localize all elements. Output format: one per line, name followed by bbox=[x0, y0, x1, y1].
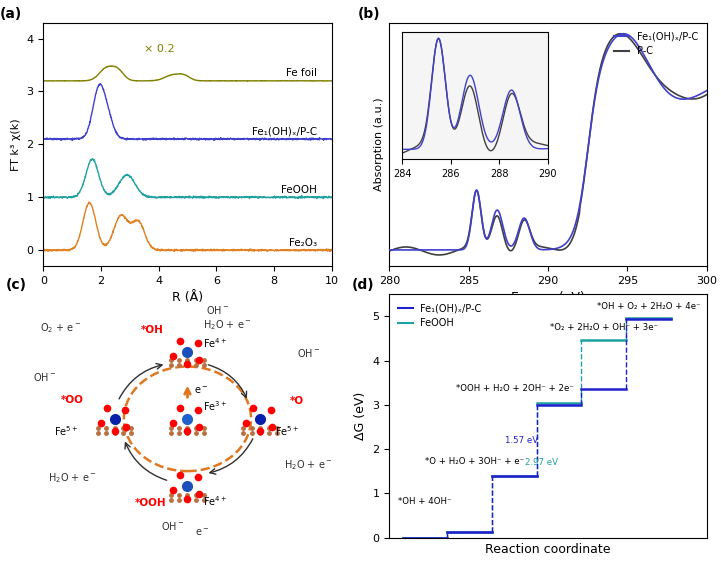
Text: Fe$^{5+}$: Fe$^{5+}$ bbox=[275, 424, 299, 438]
Text: H$_2$O + e$^-$: H$_2$O + e$^-$ bbox=[48, 471, 97, 485]
Text: *OOH + H₂O + 2OH⁻ + 2e⁻: *OOH + H₂O + 2OH⁻ + 2e⁻ bbox=[456, 384, 573, 393]
Text: *OH + O₂ + 2H₂O + 4e⁻: *OH + O₂ + 2H₂O + 4e⁻ bbox=[597, 302, 700, 311]
Text: O$_2$ + e$^-$: O$_2$ + e$^-$ bbox=[40, 321, 81, 336]
Text: Fe₁(OH)ₓ/P-C: Fe₁(OH)ₓ/P-C bbox=[252, 126, 317, 136]
Text: Fe foil: Fe foil bbox=[286, 68, 317, 78]
Text: H$_2$O + e$^-$: H$_2$O + e$^-$ bbox=[284, 458, 333, 473]
Text: *OH + 4OH⁻: *OH + 4OH⁻ bbox=[398, 497, 452, 506]
Text: *OOH: *OOH bbox=[136, 498, 167, 508]
Text: H$_2$O + e$^-$: H$_2$O + e$^-$ bbox=[203, 318, 251, 332]
Text: Fe$^{4+}$: Fe$^{4+}$ bbox=[203, 494, 227, 508]
X-axis label: Reaction coordinate: Reaction coordinate bbox=[485, 543, 611, 556]
Text: (b): (b) bbox=[358, 7, 380, 21]
Legend: Fe₁(OH)ₓ/P-C, P-C: Fe₁(OH)ₓ/P-C, P-C bbox=[611, 28, 702, 60]
Text: *O₂ + 2H₂O + OH⁻ + 3e⁻: *O₂ + 2H₂O + OH⁻ + 3e⁻ bbox=[549, 323, 658, 332]
Text: 2.97 eV: 2.97 eV bbox=[525, 458, 558, 467]
Text: FeOOH: FeOOH bbox=[281, 185, 317, 195]
Y-axis label: FT k³ χ(k): FT k³ χ(k) bbox=[11, 118, 21, 170]
Text: Fe$^{3+}$: Fe$^{3+}$ bbox=[203, 400, 227, 413]
Text: (d): (d) bbox=[351, 278, 374, 293]
Y-axis label: ΔG (eV): ΔG (eV) bbox=[354, 392, 367, 440]
Legend: Fe₁(OH)ₓ/P-C, FeOOH: Fe₁(OH)ₓ/P-C, FeOOH bbox=[394, 299, 485, 332]
Text: Fe$^{5+}$: Fe$^{5+}$ bbox=[54, 424, 79, 438]
X-axis label: R (Å): R (Å) bbox=[172, 291, 203, 305]
Text: *OH: *OH bbox=[141, 325, 164, 335]
Text: × 0.2: × 0.2 bbox=[144, 44, 174, 54]
Text: 1.57 eV: 1.57 eV bbox=[505, 436, 538, 445]
Text: e$^-$: e$^-$ bbox=[195, 527, 210, 538]
Text: OH$^-$: OH$^-$ bbox=[161, 520, 184, 531]
Y-axis label: Absorption (a.u.): Absorption (a.u.) bbox=[373, 97, 384, 191]
Text: OH$^-$: OH$^-$ bbox=[33, 371, 57, 384]
Text: Fe₂O₃: Fe₂O₃ bbox=[289, 238, 317, 247]
Text: *O: *O bbox=[289, 396, 304, 406]
Text: e$^-$: e$^-$ bbox=[193, 385, 208, 396]
Text: OH$^-$: OH$^-$ bbox=[206, 305, 229, 316]
Text: *OO: *OO bbox=[61, 395, 84, 405]
Text: Fe$^{4+}$: Fe$^{4+}$ bbox=[203, 336, 227, 350]
X-axis label: Energy (eV): Energy (eV) bbox=[511, 291, 585, 305]
Text: *O + H₂O + 3OH⁻ + e⁻: *O + H₂O + 3OH⁻ + e⁻ bbox=[425, 457, 523, 466]
Text: OH$^-$: OH$^-$ bbox=[297, 346, 320, 359]
Text: (a): (a) bbox=[0, 7, 22, 21]
Text: (c): (c) bbox=[6, 278, 27, 293]
